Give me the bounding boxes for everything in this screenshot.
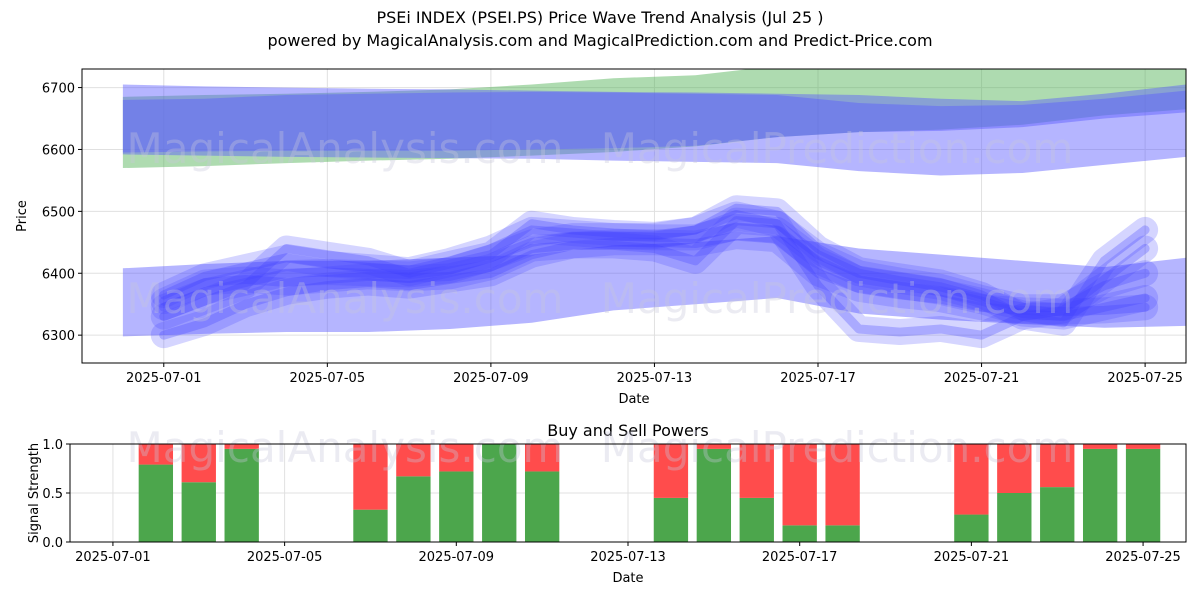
x-tick-label: 2025-07-05 [290,371,366,386]
buy-bar [138,464,174,542]
x-axis-label: Date [618,392,649,407]
x-tick-label: 2025-07-13 [590,550,666,565]
sell-bar [353,444,388,510]
x-tick-label: 2025-07-05 [247,550,323,565]
x-tick-label: 2025-07-01 [75,550,151,565]
y-tick-label: 6400 [42,267,75,282]
sell-bar [224,444,259,449]
x-tick-label: 2025-07-25 [1105,550,1181,565]
wave-line [159,209,1150,312]
watermark-text: MagicalPrediction.com [601,423,1074,472]
watermark-text: MagicalAnalysis.com [127,274,564,323]
sell-bar [1040,444,1075,488]
buy-bar [224,448,259,542]
sell-bar [653,444,689,498]
x-tick-label: 2025-07-17 [762,550,838,565]
wave-line-halo [150,201,1159,321]
wave-line-halo [150,213,1159,330]
wave-line [159,203,1150,328]
watermark-text: MagicalPrediction.com [601,124,1074,173]
y-tick-label: 1.0 [42,438,63,453]
y-axis-label: Signal Strength [27,443,42,543]
buy-bar [1125,448,1161,542]
buy-bar [181,482,216,542]
buy-bar [696,448,732,542]
plot-frame [81,68,1187,364]
buy-bar [653,497,689,542]
buy-bar [954,514,989,542]
x-tick-label: 2025-07-13 [617,371,693,386]
sell-bar [524,444,560,472]
sell-bar [782,444,817,526]
sell-bar [739,444,774,498]
buy-bar [396,476,431,542]
price-band [122,84,1186,176]
y-tick-label: 0.5 [42,487,63,502]
x-tick-label: 2025-07-09 [419,550,495,565]
watermark-text: MagicalPrediction.com [601,274,1074,323]
sell-bar [997,444,1032,493]
buy-bar [739,497,774,542]
sell-bar [181,444,216,483]
sell-bar [954,444,989,515]
buy-bar [1082,448,1118,542]
x-tick-label: 2025-07-25 [1107,371,1183,386]
y-tick-label: 0.0 [42,536,63,551]
buy-bar [482,444,517,542]
x-tick-label: 2025-07-21 [944,371,1020,386]
x-tick-label: 2025-07-09 [453,371,529,386]
buy-bar [997,493,1032,542]
sell-bar [1082,444,1118,449]
buy-bar [1040,487,1075,542]
wave-line [159,222,1150,322]
wave-line-halo [150,195,1159,336]
sell-bar [396,444,431,477]
y-axis-label: Price [15,200,30,232]
sell-bar [825,444,860,526]
buy-bar [353,509,388,542]
chart-subtitle: powered by MagicalAnalysis.com and Magic… [267,31,933,50]
chart-title: PSEi INDEX (PSEI.PS) Price Wave Trend An… [376,8,824,27]
wave-line [159,231,1150,317]
watermark-text: MagicalAnalysis.com [127,124,564,173]
sell-bar [696,444,732,449]
x-tick-label: 2025-07-17 [780,371,856,386]
watermark-text: MagicalAnalysis.com [127,423,564,472]
wave-line [159,216,1150,340]
x-tick-label: 2025-07-01 [126,371,202,386]
buy-bar [439,471,474,542]
sell-bar [138,444,174,465]
wave-line-halo [150,223,1159,325]
sell-bar [1125,444,1161,449]
sell-bar [439,444,474,472]
y-tick-label: 6700 [42,82,75,97]
price-band [122,236,1186,337]
wave-line-halo [150,207,1159,349]
y-tick-label: 6500 [42,205,75,220]
y-tick-label: 6300 [42,329,75,344]
buy-bar [825,525,860,542]
x-axis-label: Date [612,571,643,586]
y-tick-label: 6600 [42,143,75,158]
x-tick-label: 2025-07-21 [934,550,1010,565]
buy-bar [524,471,560,542]
price-band [122,69,1186,169]
buy-bar [782,525,817,542]
price-band [122,90,1186,153]
bar-chart-title: Buy and Sell Powers [547,421,709,440]
